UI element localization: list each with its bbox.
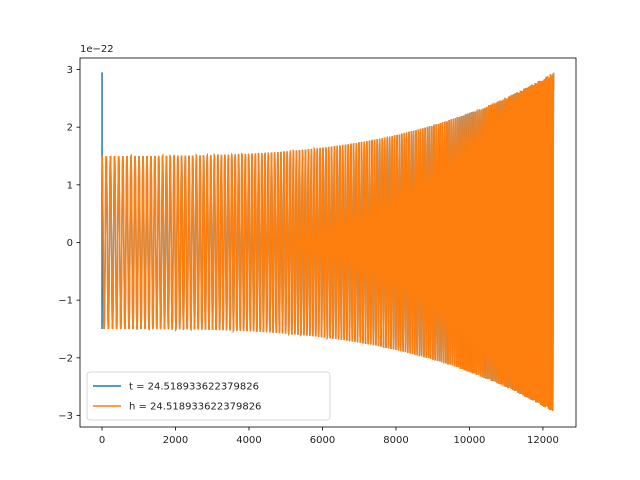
y-tick-label: 1 <box>67 180 73 191</box>
x-tick-label: 12000 <box>527 435 559 446</box>
y-tick-label: −1 <box>58 296 73 307</box>
y-offset-label: 1e−22 <box>80 44 114 55</box>
x-tick-label: 2000 <box>163 435 188 446</box>
legend-box <box>86 371 331 421</box>
x-tick-label: 6000 <box>310 435 335 446</box>
legend-label-2: h = 24.518933622379826 <box>129 402 261 413</box>
y-axis: −3 −2 −1 0 1 2 3 <box>58 65 80 422</box>
x-axis: 0 2000 4000 6000 8000 10000 12000 <box>99 427 559 446</box>
y-tick-label: 2 <box>67 123 73 134</box>
legend: t = 24.518933622379826 h = 24.51893362237… <box>86 371 331 421</box>
x-tick-label: 8000 <box>383 435 408 446</box>
series-line-2 <box>101 72 555 411</box>
x-tick-label: 10000 <box>454 435 486 446</box>
plot-area <box>101 72 555 411</box>
y-tick-label: 0 <box>67 238 73 249</box>
x-tick-label: 0 <box>99 435 105 446</box>
y-tick-label: −3 <box>58 411 73 422</box>
legend-label-1: t = 24.518933622379826 <box>129 382 259 393</box>
x-tick-label: 4000 <box>236 435 261 446</box>
y-tick-label: −2 <box>58 353 73 364</box>
y-tick-label: 3 <box>67 65 73 76</box>
